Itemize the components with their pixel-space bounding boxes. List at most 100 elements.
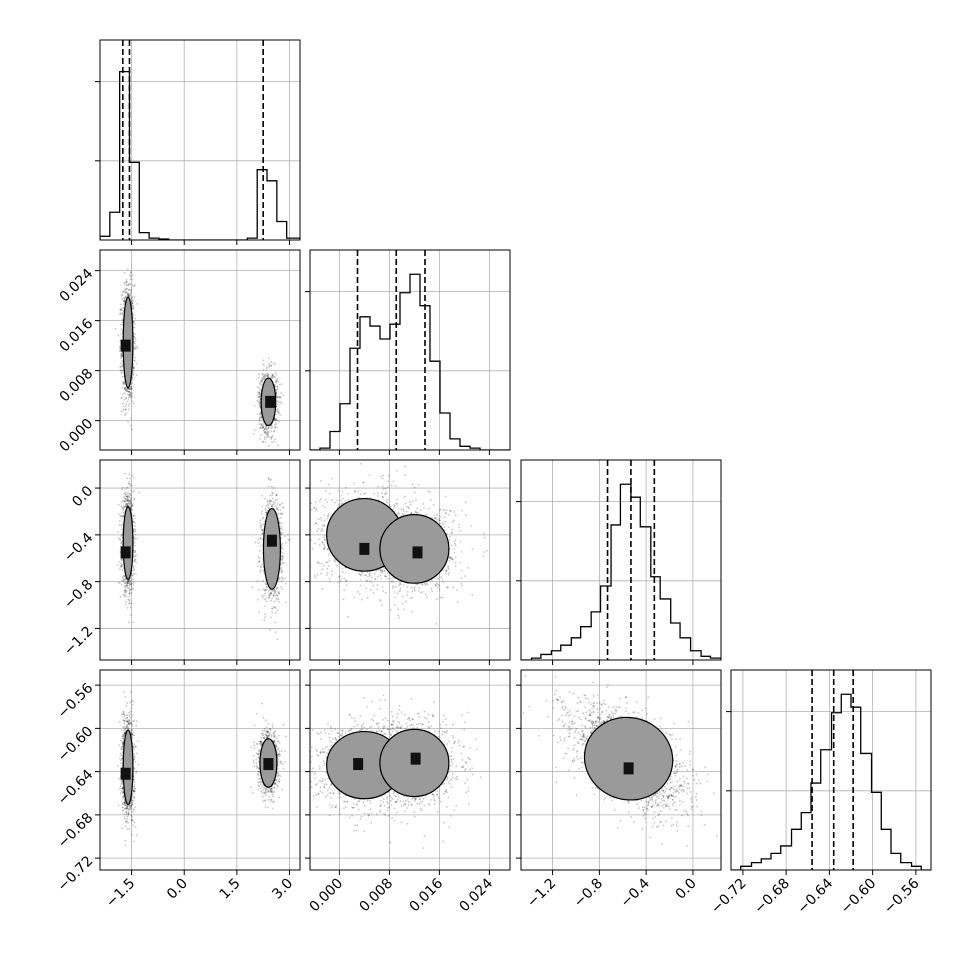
scatter-point [119, 347, 121, 350]
scatter-point [313, 574, 316, 577]
scatter-point [131, 274, 134, 277]
scatter-point [134, 333, 136, 336]
scatter-point [259, 522, 262, 525]
scatter-point [271, 374, 274, 377]
scatter-point [265, 597, 268, 600]
scatter-point [262, 363, 265, 366]
scatter-point [124, 500, 126, 502]
scatter-point [258, 391, 261, 393]
scatter-point [366, 597, 369, 599]
scatter-point [269, 616, 272, 619]
scatter-point [262, 579, 265, 582]
scatter-point [121, 386, 124, 389]
scatter-point [131, 382, 134, 385]
scatter-point [132, 371, 135, 374]
scatter-point [125, 582, 128, 585]
scatter-point [121, 583, 123, 586]
scatter-point [129, 588, 132, 591]
scatter-point [134, 342, 136, 345]
scatter-point [131, 388, 133, 390]
scatter-point [131, 284, 134, 287]
panel-2-1 [305, 459, 511, 665]
scatter-point [120, 565, 123, 568]
scatter-point [123, 499, 126, 502]
scatter-point [126, 606, 129, 609]
scatter-point [319, 500, 321, 502]
scatter-point [276, 498, 279, 501]
scatter-point [133, 528, 135, 530]
scatter-point [129, 498, 132, 500]
scatter-point [130, 397, 133, 399]
scatter-point [258, 393, 260, 396]
scatter-point [123, 381, 126, 384]
scatter-point [262, 425, 265, 428]
scatter-point [381, 571, 384, 574]
scatter-point [134, 317, 137, 320]
scatter-point [275, 409, 278, 412]
scatter-point [125, 495, 128, 498]
scatter-point [133, 326, 136, 329]
scatter-point [411, 483, 414, 486]
scatter-point [275, 397, 278, 399]
scatter-point [321, 529, 324, 532]
scatter-point [121, 364, 124, 367]
scatter-point [384, 591, 387, 594]
scatter-point [280, 533, 283, 536]
scatter-point [123, 575, 126, 578]
scatter-point [401, 602, 404, 605]
scatter-point [124, 405, 127, 408]
scatter-point [126, 503, 129, 505]
scatter-point [130, 502, 133, 505]
scatter-point [119, 595, 122, 598]
scatter-point [253, 428, 256, 431]
scatter-point [404, 502, 407, 505]
scatter-point [257, 561, 260, 563]
scatter-point [122, 507, 125, 510]
scatter-point [130, 583, 133, 585]
scatter-point [132, 578, 134, 581]
scatter-point [380, 475, 383, 478]
scatter-point [120, 397, 123, 400]
scatter-point [396, 513, 399, 516]
scatter-point [267, 504, 270, 507]
scatter-point [130, 504, 133, 506]
scatter-point [133, 295, 136, 298]
scatter-point [120, 369, 122, 372]
scatter-point [271, 597, 273, 600]
scatter-point [279, 401, 282, 404]
scatter-point [314, 522, 317, 525]
scatter-point [259, 524, 262, 527]
scatter-point [120, 558, 123, 560]
scatter-point [323, 534, 326, 537]
scatter-point [120, 579, 123, 582]
scatter-point [267, 426, 270, 429]
scatter-point [316, 573, 319, 576]
scatter-point [275, 588, 278, 590]
scatter-point [122, 290, 124, 293]
scatter-point [126, 582, 129, 585]
scatter-point [392, 508, 394, 511]
scatter-point [119, 366, 122, 369]
scatter-point [258, 417, 261, 420]
scatter-point [259, 383, 261, 385]
scatter-point [278, 396, 281, 399]
scatter-point [282, 555, 284, 558]
scatter-point [133, 359, 136, 362]
scatter-point [127, 482, 130, 485]
scatter-point [130, 394, 133, 397]
scatter-point [273, 591, 276, 594]
scatter-point [118, 350, 121, 352]
scatter-point [123, 300, 126, 303]
scatter-point [273, 589, 276, 592]
scatter-point [272, 377, 274, 380]
scatter-point [395, 470, 398, 472]
scatter-point [122, 577, 125, 580]
scatter-point [123, 495, 125, 498]
scatter-point [276, 638, 279, 641]
scatter-point [260, 377, 263, 380]
panel-1-0 [95, 249, 301, 455]
scatter-point [131, 504, 134, 507]
scatter-point [122, 408, 125, 411]
scatter-point [122, 507, 125, 509]
scatter-point [275, 392, 278, 395]
